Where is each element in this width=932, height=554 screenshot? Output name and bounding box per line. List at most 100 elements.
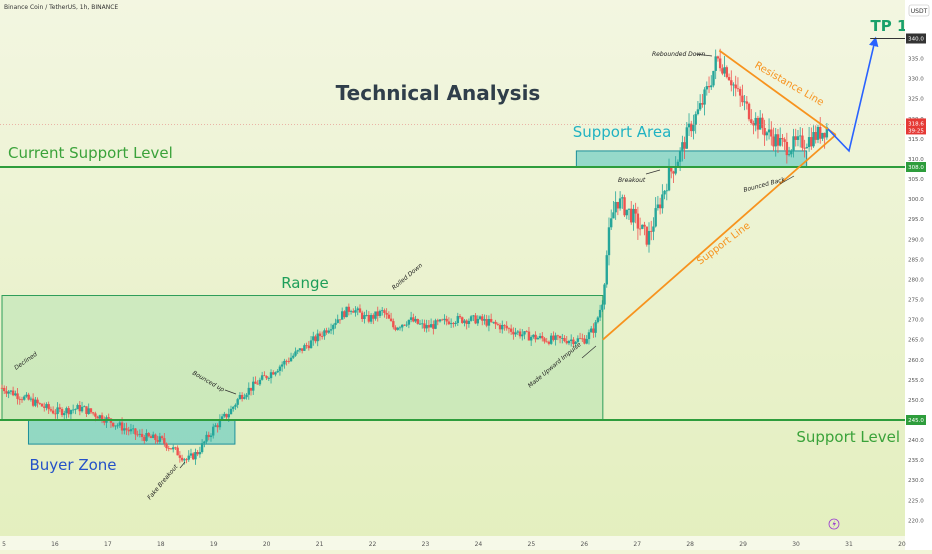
candle-body <box>143 437 146 441</box>
candle-body <box>416 318 419 324</box>
symbol-title: Binance Coin / TetherUS, 1h, BINANCE <box>4 4 118 11</box>
candle-body <box>427 325 431 328</box>
candle-body <box>643 224 646 227</box>
candle-body <box>309 340 313 349</box>
candle-body <box>203 441 206 444</box>
candle-body <box>705 86 709 90</box>
candle-body <box>43 406 46 408</box>
countdown-badge: 39:25 <box>908 128 924 134</box>
candle-body <box>523 331 526 335</box>
candle-body <box>812 132 815 147</box>
candle-body <box>214 425 217 427</box>
candle-body <box>527 331 531 341</box>
candle-body <box>185 459 188 461</box>
price-badges: 308.0 245.0 340.0 318.639:25 <box>906 33 926 425</box>
price-tick-label: 275.0 <box>908 298 924 304</box>
candle-body <box>432 324 435 329</box>
candle-body <box>819 126 822 139</box>
candle-body <box>683 142 686 149</box>
candle-body <box>816 126 820 140</box>
candle-body <box>318 333 322 337</box>
candle-body <box>725 67 729 78</box>
candle-body <box>365 314 368 316</box>
candle-body <box>51 410 55 414</box>
candle-body <box>692 124 695 132</box>
time-tick-label: 17 <box>104 541 112 548</box>
candle-body <box>216 425 219 428</box>
candle-body <box>294 351 297 356</box>
time-tick-label: 16 <box>51 541 59 548</box>
candle-body <box>576 338 580 342</box>
candle-body <box>458 316 462 318</box>
lightning-icon[interactable] <box>828 518 840 530</box>
candle-body <box>698 103 702 110</box>
candle-body <box>612 212 615 219</box>
candle-body <box>496 324 500 325</box>
candle-body <box>445 318 448 322</box>
candle-body <box>663 190 666 195</box>
candle-body <box>758 117 762 130</box>
candle-body <box>661 194 664 209</box>
candle-body <box>354 310 357 313</box>
candle-body <box>312 336 315 341</box>
buyer-zone-label: Buyer Zone <box>29 456 116 474</box>
candle-body <box>761 117 764 128</box>
candle-body <box>45 404 48 408</box>
candle-body <box>594 322 597 333</box>
candle-body <box>198 452 202 455</box>
candle-body <box>647 230 651 245</box>
price-tick-label: 325.0 <box>908 97 924 103</box>
leader-bounced-up <box>224 389 237 395</box>
current-price-badge: 318.6 <box>908 121 924 127</box>
candle-body <box>232 406 235 409</box>
candle-body <box>569 339 573 342</box>
candle-body <box>534 334 537 340</box>
candle-body <box>67 408 70 415</box>
candle-body <box>583 338 586 344</box>
time-tick-label: 28 <box>686 541 694 548</box>
leader-rebounded-down <box>695 53 713 57</box>
candle-body <box>383 310 386 313</box>
candle-body <box>565 341 568 344</box>
candle-body <box>254 381 257 384</box>
candle-body <box>421 323 424 325</box>
candle-body <box>552 335 555 340</box>
candle-body <box>798 135 802 137</box>
candle-body <box>501 324 504 330</box>
candle-body <box>134 428 137 435</box>
candle-body <box>298 348 302 351</box>
candle-body <box>418 323 422 325</box>
candle-body <box>247 387 250 395</box>
candle-body <box>694 114 697 125</box>
projection-arrow <box>827 36 879 153</box>
candle-body <box>274 372 277 375</box>
price-tick-label: 290.0 <box>908 237 924 243</box>
candle-body <box>38 403 41 404</box>
candle-body <box>707 86 711 88</box>
candle-body <box>690 123 693 132</box>
candle-body <box>561 338 564 339</box>
candle-body <box>414 318 417 322</box>
price-axis[interactable] <box>905 0 932 550</box>
candle-body <box>747 103 751 120</box>
candle-body <box>125 428 128 430</box>
candle-body <box>543 338 546 342</box>
candle-body <box>156 440 159 442</box>
candle-body <box>483 319 486 321</box>
price-tick-label: 315.0 <box>908 137 924 143</box>
time-axis[interactable] <box>0 536 905 550</box>
candle-body <box>772 136 775 147</box>
candle-body <box>218 419 222 428</box>
candle-body <box>47 404 50 410</box>
candle-body <box>7 391 10 394</box>
badge-current-support-level: 308.0 <box>908 165 924 171</box>
price-tick-label: 310.0 <box>908 157 924 163</box>
candle-body <box>116 425 119 427</box>
candle-body <box>723 67 726 74</box>
currency-badge[interactable] <box>908 4 930 17</box>
candle-body <box>174 447 177 449</box>
candle-body <box>300 348 304 351</box>
zone-support-area <box>575 150 808 168</box>
candle-body <box>730 80 733 86</box>
